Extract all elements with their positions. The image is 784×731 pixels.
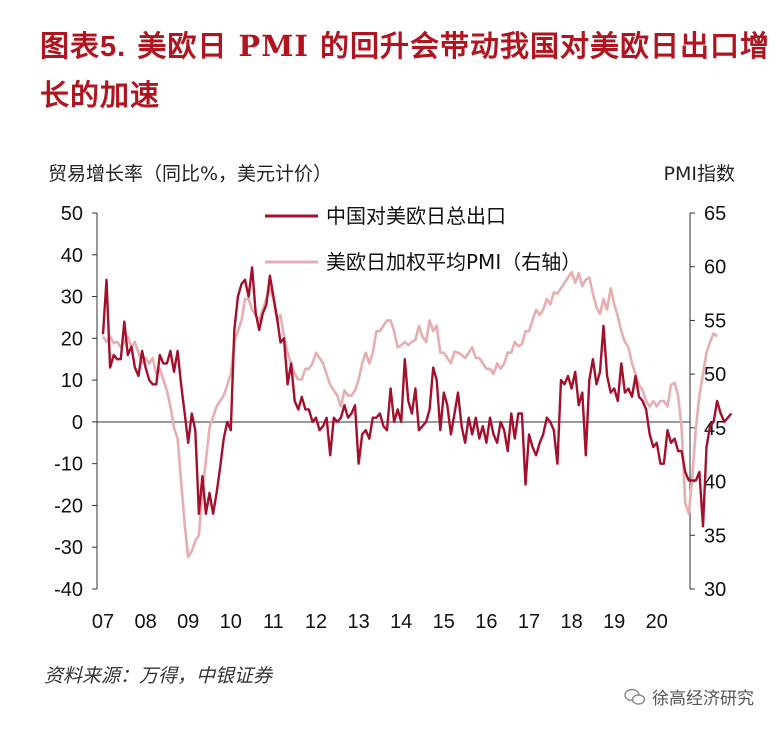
right-tick-label: 60 <box>704 257 726 279</box>
watermark-text: 徐高经济研究 <box>652 689 754 709</box>
legend-label-exports: 中国对美欧日总出口 <box>326 204 506 228</box>
source-note: 资料来源：万得，中银证券 <box>44 665 273 687</box>
right-tick-label: 40 <box>704 472 726 494</box>
x-tick-label: 14 <box>390 611 412 633</box>
legend-label-pmi: 美欧日加权平均PMI（右轴） <box>326 250 581 274</box>
wechat-icon <box>624 688 646 705</box>
x-tick-label: 12 <box>305 611 327 633</box>
axes: 50403020100-10-20-30-4065605550454035300… <box>54 203 726 633</box>
x-tick-label: 10 <box>220 611 242 633</box>
x-tick-label: 17 <box>518 611 540 633</box>
right-tick-label: 30 <box>704 579 726 601</box>
left-tick-label: -20 <box>54 495 83 517</box>
left-tick-label: 40 <box>61 245 83 267</box>
x-tick-label: 08 <box>134 611 156 633</box>
right-tick-label: 55 <box>704 310 726 332</box>
left-tick-label: -10 <box>54 454 83 476</box>
x-tick-label: 13 <box>347 611 369 633</box>
x-tick-label: 15 <box>433 611 455 633</box>
right-tick-label: 35 <box>704 525 726 547</box>
title-number: 5. <box>100 31 127 63</box>
left-tick-label: 20 <box>61 328 83 350</box>
watermark: 徐高经济研究 <box>624 684 754 709</box>
left-tick-label: -30 <box>54 537 83 559</box>
x-tick-label: 16 <box>475 611 497 633</box>
x-tick-label: 20 <box>646 611 668 633</box>
x-tick-label: 19 <box>603 611 625 633</box>
left-axis-label: 贸易增长率（同比%，美元计价） <box>48 163 332 185</box>
right-tick-label: 50 <box>704 364 726 386</box>
series-layer <box>101 266 733 559</box>
left-tick-label: 10 <box>61 370 83 392</box>
right-axis-label: PMI指数 <box>664 163 735 185</box>
x-tick-label: 18 <box>560 611 582 633</box>
x-tick-label: 07 <box>92 611 114 633</box>
left-tick-label: -40 <box>54 579 83 601</box>
left-tick-label: 0 <box>72 412 83 434</box>
left-tick-label: 50 <box>61 203 83 225</box>
title-prefix: 图表 <box>40 29 101 63</box>
title-text: 美欧日 PMI 的回升会带动我国对美欧日出口增长的加速 <box>40 29 770 112</box>
series-line-exports <box>101 266 733 528</box>
chart-title: 图表5. 美欧日 PMI 的回升会带动我国对美欧日出口增长的加速 <box>40 22 770 119</box>
x-tick-label: 09 <box>177 611 199 633</box>
x-tick-label: 11 <box>263 611 284 633</box>
left-tick-label: 30 <box>61 287 83 309</box>
series-line-pmi <box>101 270 718 559</box>
right-tick-label: 65 <box>704 203 726 225</box>
